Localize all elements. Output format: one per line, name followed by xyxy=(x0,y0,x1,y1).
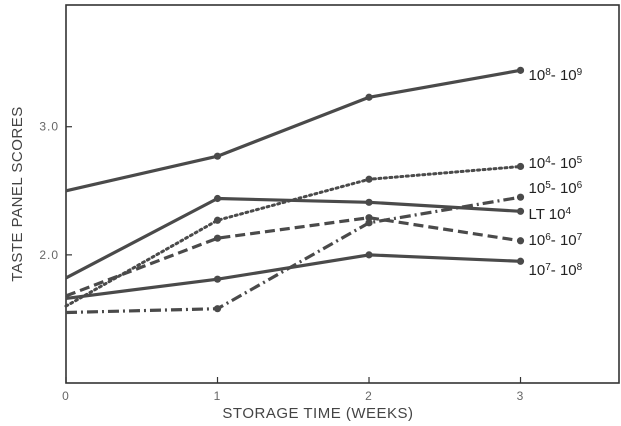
data-point xyxy=(516,257,525,265)
data-point xyxy=(365,251,373,259)
plot-frame xyxy=(65,4,620,384)
y-axis-label: TASTE PANEL SCORES xyxy=(9,106,26,281)
y-tick-label: 2.0 xyxy=(39,248,59,262)
series-label-6: 107- 108 xyxy=(529,262,583,280)
data-point xyxy=(516,237,525,245)
series-line-5 xyxy=(65,216,521,298)
tick-marks: 0 1 2 3 2.0 3.0 xyxy=(39,120,525,403)
series-line-3 xyxy=(65,195,521,315)
series-lines xyxy=(64,68,522,315)
data-point xyxy=(365,219,373,227)
data-point xyxy=(213,194,222,203)
data-point xyxy=(516,193,525,201)
series-label-4: LT 104 xyxy=(529,206,572,224)
x-tick-label: 1 xyxy=(214,389,222,403)
data-point xyxy=(365,198,373,206)
x-tick-label: 0 xyxy=(62,389,70,403)
series-line-1 xyxy=(65,68,521,193)
x-axis-label: STORAGE TIME (WEEKS) xyxy=(222,405,413,422)
series-line-6 xyxy=(65,253,521,300)
x-tick-label: 2 xyxy=(365,389,373,403)
series-label-5: 106- 107 xyxy=(529,232,583,250)
data-point xyxy=(516,162,525,171)
data-point xyxy=(516,66,525,74)
series-label-1: 108- 109 xyxy=(529,67,583,85)
data-point xyxy=(213,234,222,242)
data-point xyxy=(365,175,373,183)
series-label-3: 105- 106 xyxy=(529,180,583,198)
data-point xyxy=(213,152,222,160)
series-line-4 xyxy=(65,196,521,280)
y-tick-label: 3.0 xyxy=(39,120,59,134)
data-point xyxy=(516,207,525,215)
data-point xyxy=(213,216,222,224)
series-line-2 xyxy=(64,165,522,308)
series-label-2: 104- 105 xyxy=(529,155,583,173)
data-point xyxy=(365,93,373,101)
data-point xyxy=(365,214,373,222)
x-tick-label: 3 xyxy=(517,389,525,403)
data-point xyxy=(213,305,222,313)
series-points xyxy=(213,66,525,313)
data-point xyxy=(213,275,222,283)
series-labels: 108- 109 104- 105 105- 106 LT 104 106- 107 10… xyxy=(529,67,583,280)
